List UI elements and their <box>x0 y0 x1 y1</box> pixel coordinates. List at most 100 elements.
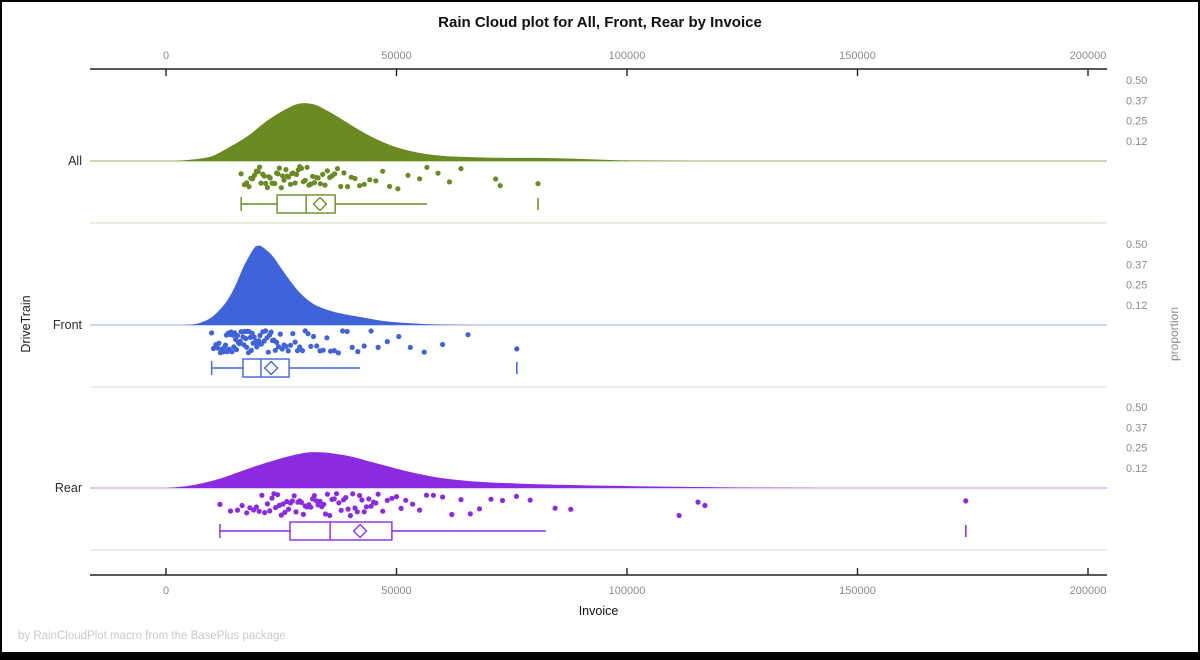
rain-point <box>467 511 473 517</box>
rain-point <box>332 171 338 177</box>
rain-point <box>290 331 296 337</box>
rain-point <box>248 347 254 353</box>
rain-point <box>527 497 533 503</box>
proportion-tick-label: 0.25 <box>1126 443 1147 455</box>
rain-point <box>321 501 327 507</box>
rain-point <box>246 184 252 190</box>
rain-point <box>286 174 292 180</box>
rain-point <box>308 504 314 510</box>
rain-point <box>237 338 243 345</box>
rain-point <box>261 173 267 179</box>
rain-point <box>286 506 292 512</box>
rain-point <box>405 172 411 178</box>
rain-point <box>257 332 263 339</box>
rain-point <box>263 328 269 334</box>
rain-point <box>234 333 241 339</box>
rain-point <box>229 349 235 355</box>
rain-point <box>292 339 298 345</box>
x-tick-label: 200000 <box>1070 585 1107 597</box>
rain-point <box>215 345 221 351</box>
rain-point <box>257 164 263 170</box>
rain-point <box>265 349 271 355</box>
rain-point <box>435 170 441 176</box>
rain-point <box>395 186 401 192</box>
rain-point <box>274 339 280 345</box>
right-axis-title: proportion <box>1167 306 1181 362</box>
rain-point <box>275 492 281 498</box>
rain-point <box>359 497 365 503</box>
rain-point <box>281 177 287 183</box>
box-plot <box>210 358 518 378</box>
rain-point <box>430 492 436 498</box>
category-label-front: Front <box>52 318 82 332</box>
rain-point <box>275 171 281 177</box>
rain-point <box>345 184 351 190</box>
rain-point <box>349 344 355 350</box>
proportion-tick-label: 0.25 <box>1126 116 1147 128</box>
rain-points <box>209 328 520 356</box>
rain-point <box>398 505 404 511</box>
rain-point <box>373 500 379 506</box>
rain-point <box>320 347 326 353</box>
rain-point <box>702 502 708 509</box>
rain-point <box>300 511 306 517</box>
panel-front: 0.50 0.37 0.25 0.12 <box>90 239 1147 388</box>
top-axis: 0 50000 100000 150000 200000 <box>90 50 1107 76</box>
rain-point <box>280 173 286 179</box>
rain-point <box>327 512 333 519</box>
rain-point <box>272 180 278 187</box>
rain-point <box>343 495 349 501</box>
rain-point <box>324 168 330 174</box>
rain-point <box>272 347 278 353</box>
rain-point <box>244 180 250 186</box>
rain-point <box>276 165 282 171</box>
iqr-box <box>289 521 393 541</box>
proportion-tick-label: 0.12 <box>1126 300 1147 312</box>
density-area <box>166 452 812 488</box>
density-area <box>184 245 471 325</box>
proportion-tick-label: 0.37 <box>1126 422 1147 434</box>
rain-point <box>275 344 282 350</box>
rain-point <box>267 508 273 514</box>
rain-point <box>263 180 269 186</box>
rain-point <box>417 176 423 182</box>
chart-title: Rain Cloud plot for All, Front, Rear by … <box>438 14 762 31</box>
rain-point <box>380 508 386 514</box>
rain-point <box>268 329 274 335</box>
rain-point <box>336 500 342 506</box>
rain-point <box>331 348 337 354</box>
rain-point <box>256 508 262 514</box>
y-axis-title: DriveTrain <box>19 295 33 353</box>
rain-point <box>258 180 264 186</box>
rain-point <box>334 166 341 172</box>
rain-point <box>310 333 317 340</box>
box-plot <box>240 194 539 214</box>
rain-point <box>334 491 340 497</box>
rain-point <box>264 184 270 191</box>
rain-point <box>247 334 253 340</box>
rain-point <box>278 512 284 518</box>
rain-point <box>305 331 311 337</box>
rain-point <box>267 175 273 181</box>
rain-point <box>221 349 227 355</box>
rain-point <box>314 343 320 349</box>
rain-point <box>368 328 374 334</box>
rain-point <box>324 491 330 497</box>
rain-point <box>311 493 317 499</box>
rain-point <box>280 501 286 507</box>
rain-point <box>210 345 217 352</box>
mean-diamond <box>352 523 368 539</box>
rain-point <box>269 495 275 501</box>
rain-point <box>352 505 358 511</box>
rain-point <box>322 182 328 188</box>
x-axis-title: Invoice <box>578 604 619 618</box>
x-tick-label: 50000 <box>381 50 412 62</box>
rain-point <box>340 328 346 334</box>
rain-point <box>259 492 265 498</box>
rain-point <box>347 513 353 519</box>
rain-point <box>380 168 386 174</box>
rain-point <box>963 498 969 504</box>
proportion-tick-label: 0.37 <box>1126 95 1147 107</box>
rain-point <box>294 348 300 354</box>
